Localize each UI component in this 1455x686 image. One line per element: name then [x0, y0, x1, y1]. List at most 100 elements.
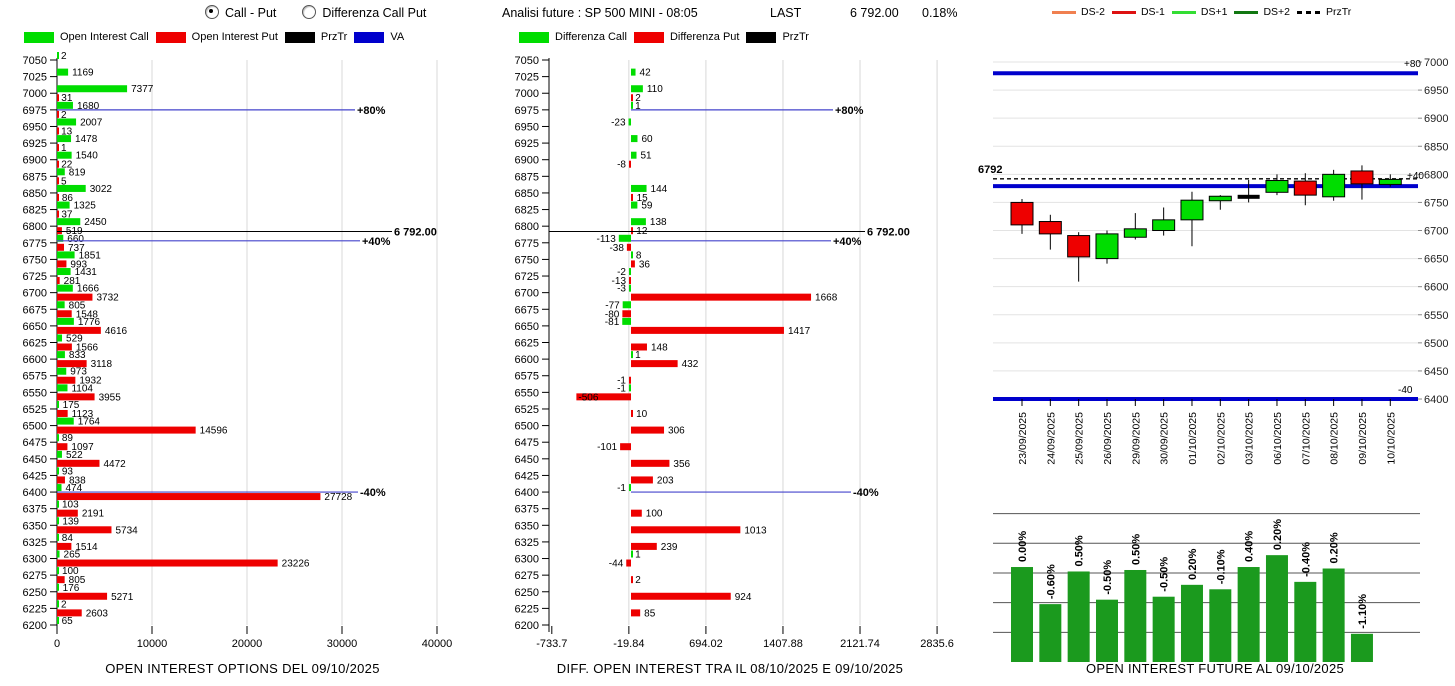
strike-label: 6200	[23, 620, 47, 632]
legend-item: PrzTr	[1297, 6, 1351, 18]
put-bar-label: 3118	[91, 359, 113, 370]
radio-differenza-call-put[interactable]: Differenza Call Put	[302, 5, 426, 20]
call-bar-label: -1	[617, 483, 626, 494]
price-tick-label: 6750	[1424, 197, 1448, 209]
call-bar-label: 144	[651, 184, 668, 195]
call-bar	[631, 251, 633, 259]
annotation-label: 6 792.00	[394, 226, 437, 238]
legend-item: DS+1	[1171, 6, 1227, 18]
pct-label: 0.40%	[1244, 531, 1256, 562]
strike-label: 6350	[515, 520, 539, 532]
call-bar	[57, 118, 77, 126]
legend-label: PrzTr	[782, 31, 809, 43]
call-bar-label: 805	[69, 300, 86, 311]
put-bar	[631, 576, 633, 584]
legend-swatch-prztr	[284, 31, 315, 43]
call-bar-label: 1764	[78, 417, 101, 428]
strike-label: 7025	[23, 72, 47, 84]
radio-call-put-circle[interactable]	[205, 5, 219, 19]
call-bar	[631, 68, 636, 76]
put-bar-label: -13	[612, 276, 627, 287]
future-oi-bar	[1294, 581, 1317, 662]
call-bar	[57, 184, 86, 192]
call-bar	[57, 400, 59, 408]
put-bar-label: 23226	[282, 559, 310, 570]
strike-label: 6650	[23, 321, 47, 333]
call-bar	[631, 85, 643, 93]
strike-label: 6800	[23, 221, 47, 233]
call-bar	[57, 417, 74, 425]
price-tick-label: 6650	[1424, 254, 1448, 266]
strike-label: 6625	[23, 338, 47, 350]
strike-label: 6225	[515, 603, 539, 615]
call-bar-label: 529	[66, 334, 83, 345]
future-oi-bar	[1011, 567, 1033, 662]
call-bar	[631, 550, 633, 558]
strike-label: 6900	[23, 155, 47, 167]
date-label: 26/09/2025	[1102, 412, 1114, 465]
annotation-label: -40%	[360, 487, 386, 499]
legend-label: Open Interest Put	[191, 31, 278, 43]
strike-label: 6500	[23, 421, 47, 433]
put-bar-label: -38	[609, 243, 624, 254]
level-label-plus80: +80	[1404, 59, 1421, 70]
call-bar-label: 660	[67, 234, 84, 245]
call-bar-label: 2450	[84, 217, 107, 228]
put-bar-label: 239	[661, 542, 678, 553]
radio-call-put[interactable]: Call - Put	[205, 5, 276, 20]
pct-label: -0.60%	[1045, 564, 1057, 599]
x-tick-label: 30000	[327, 638, 358, 650]
call-bar-label: 1851	[79, 250, 102, 261]
x-tick-label: 10000	[137, 638, 168, 650]
date-label: 10/10/2025	[1385, 412, 1397, 465]
put-bar	[57, 509, 78, 517]
put-bar	[57, 576, 65, 584]
chart-oi_options: 7050 2 7025 1169 7000 7377 31 6975 1680 2 6950 2007…	[23, 51, 453, 650]
candle-body	[1095, 233, 1119, 260]
put-bar	[629, 376, 631, 384]
put-bar-label: 737	[68, 243, 85, 254]
put-bar-label: 1668	[815, 293, 838, 304]
pct-label: -0.50%	[1159, 557, 1171, 592]
price-tick-label: 6850	[1424, 141, 1448, 153]
strike-label: 6475	[23, 437, 47, 449]
put-bar	[57, 210, 59, 218]
call-bar-label: -23	[611, 117, 626, 128]
call-bar	[57, 151, 72, 159]
level-label-plus40: +40	[1407, 171, 1424, 182]
put-bar	[631, 193, 633, 201]
last-label: LAST	[770, 6, 802, 20]
future-oi-bar	[1322, 568, 1345, 662]
put-bar	[57, 227, 62, 235]
put-bar-label: -8	[617, 160, 626, 171]
put-bar	[57, 110, 59, 118]
call-bar-label: 89	[62, 433, 74, 444]
strike-label: 6250	[515, 587, 539, 599]
x-tick-label: 1407.88	[763, 638, 803, 650]
put-bar	[57, 293, 93, 301]
call-bar-label: -1	[617, 383, 626, 394]
put-bar	[57, 592, 108, 600]
put-bar-label: 432	[682, 359, 699, 370]
call-bar-label: -2	[617, 267, 626, 278]
x-tick-label: 0	[54, 638, 60, 650]
annotation-label: +80%	[357, 105, 386, 117]
x-tick-label: 2121.74	[840, 638, 880, 650]
put-bar	[57, 94, 59, 102]
put-bar-label: 3955	[99, 392, 122, 403]
call-bar	[57, 268, 71, 276]
put-bar	[631, 360, 678, 368]
call-bar	[618, 234, 631, 242]
x-tick-label: 40000	[422, 638, 453, 650]
analysis-title: Analisi future : SP 500 MINI - 08:05	[502, 6, 698, 20]
call-bar	[57, 434, 59, 442]
call-bar	[57, 317, 74, 325]
put-bar	[620, 443, 631, 451]
put-bar-label: 100	[646, 509, 663, 520]
strike-label: 6925	[23, 138, 47, 150]
put-bar	[57, 127, 59, 135]
candle-body	[1293, 180, 1317, 196]
radio-differenza-circle[interactable]	[302, 5, 317, 19]
put-bar-label: 37	[61, 210, 73, 221]
strike-label: 6575	[23, 371, 47, 383]
